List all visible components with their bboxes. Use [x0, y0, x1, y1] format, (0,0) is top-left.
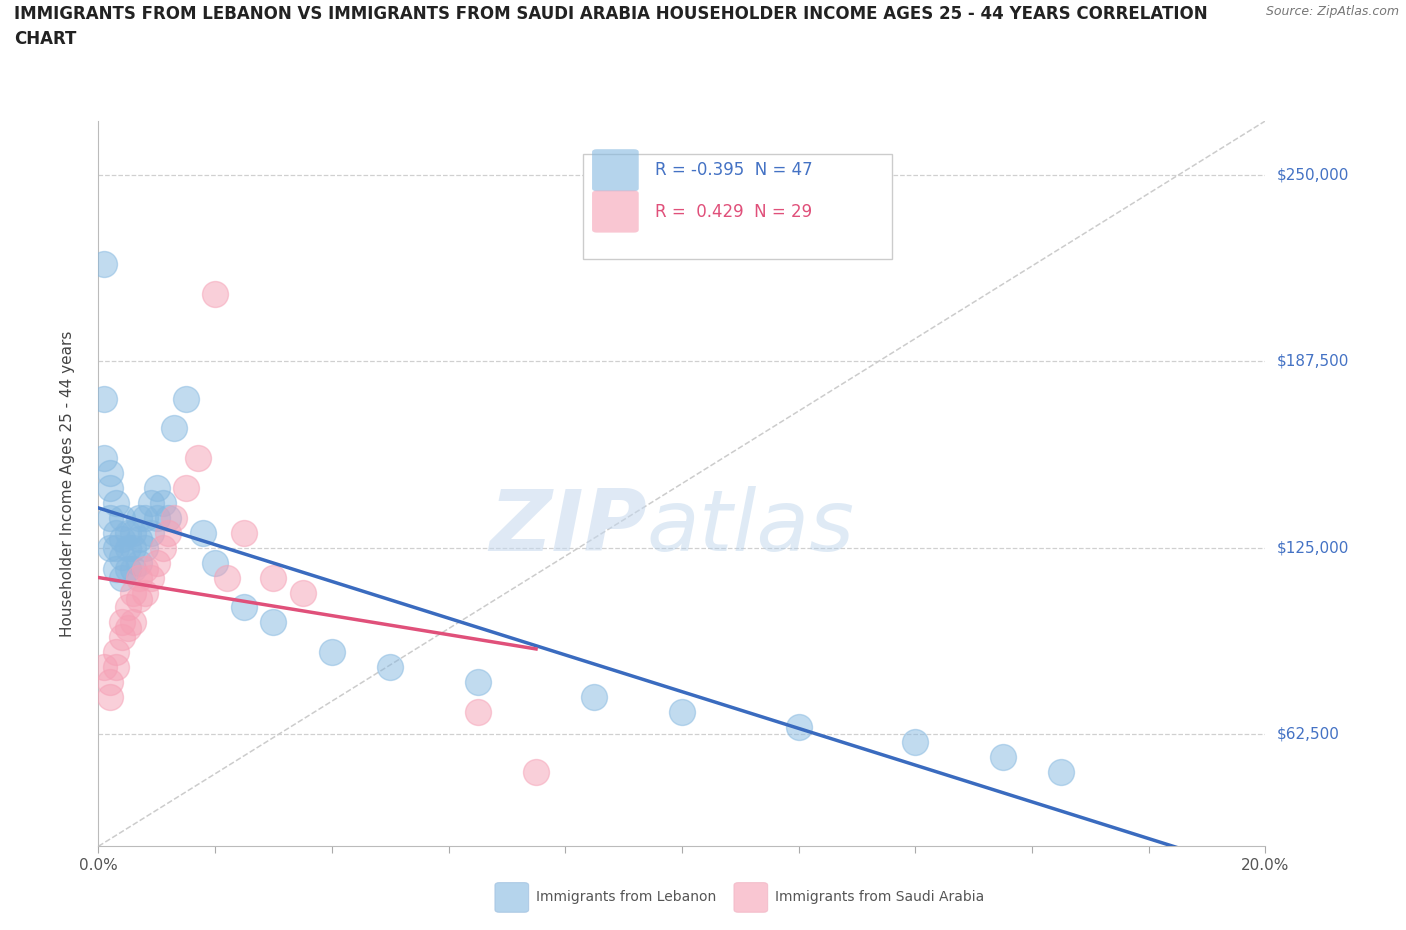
Point [93, 451, 115, 466]
Point [117, 621, 139, 636]
Text: Source: ZipAtlas.com: Source: ZipAtlas.com [1265, 5, 1399, 18]
Point [128, 570, 150, 585]
Text: ZIP: ZIP [489, 485, 647, 568]
Point [111, 550, 134, 565]
Point [128, 511, 150, 525]
Text: $125,000: $125,000 [1277, 540, 1348, 555]
Point [321, 644, 343, 659]
Point [157, 525, 180, 540]
Point [204, 286, 226, 301]
Point [152, 540, 174, 555]
Point [157, 511, 180, 525]
Point [122, 615, 145, 630]
Point [93, 392, 115, 406]
Point [98, 540, 121, 555]
Point [233, 600, 256, 615]
Point [122, 561, 145, 576]
Point [187, 451, 209, 466]
Point [163, 421, 186, 436]
Point [128, 555, 150, 570]
Point [991, 750, 1014, 764]
Point [583, 690, 606, 705]
Point [467, 705, 489, 720]
Point [215, 570, 238, 585]
Point [98, 466, 121, 481]
Point [139, 496, 162, 511]
Point [117, 525, 139, 540]
Text: Immigrants from Lebanon: Immigrants from Lebanon [536, 890, 716, 905]
Point [128, 591, 150, 606]
Point [104, 561, 127, 576]
Point [291, 585, 314, 600]
Point [204, 555, 226, 570]
Point [98, 481, 121, 496]
Text: R = -0.395  N = 47: R = -0.395 N = 47 [655, 161, 813, 179]
Point [139, 525, 162, 540]
FancyBboxPatch shape [592, 191, 638, 232]
Point [98, 690, 121, 705]
Point [787, 720, 810, 735]
Point [104, 525, 127, 540]
Point [467, 674, 489, 689]
Point [111, 615, 134, 630]
Point [122, 525, 145, 540]
Text: Immigrants from Saudi Arabia: Immigrants from Saudi Arabia [775, 890, 984, 905]
Point [134, 561, 156, 576]
Point [524, 764, 547, 779]
Point [117, 540, 139, 555]
Point [93, 257, 115, 272]
Point [146, 481, 169, 496]
Point [174, 481, 197, 496]
Point [111, 531, 134, 546]
Text: R =  0.429  N = 29: R = 0.429 N = 29 [655, 203, 813, 220]
Point [122, 540, 145, 555]
Point [152, 496, 174, 511]
Point [111, 630, 134, 644]
Point [904, 735, 927, 750]
Text: IMMIGRANTS FROM LEBANON VS IMMIGRANTS FROM SAUDI ARABIA HOUSEHOLDER INCOME AGES : IMMIGRANTS FROM LEBANON VS IMMIGRANTS FR… [14, 5, 1208, 22]
FancyBboxPatch shape [582, 153, 891, 259]
Point [378, 659, 402, 674]
Y-axis label: Householder Income Ages 25 - 44 years: Householder Income Ages 25 - 44 years [60, 330, 75, 637]
Text: $187,500: $187,500 [1277, 353, 1348, 368]
Point [104, 644, 127, 659]
FancyBboxPatch shape [592, 149, 638, 192]
Point [262, 615, 284, 630]
Point [134, 540, 156, 555]
Point [98, 674, 121, 689]
Text: atlas: atlas [647, 485, 855, 568]
Point [134, 585, 156, 600]
Point [262, 570, 284, 585]
Point [93, 659, 115, 674]
Point [163, 511, 186, 525]
Point [233, 525, 256, 540]
Point [146, 555, 169, 570]
Point [122, 585, 145, 600]
Text: $62,500: $62,500 [1277, 727, 1340, 742]
Point [111, 511, 134, 525]
Point [174, 392, 197, 406]
Point [139, 570, 162, 585]
Text: $250,000: $250,000 [1277, 167, 1348, 182]
Point [98, 511, 121, 525]
Point [104, 659, 127, 674]
Point [1050, 764, 1073, 779]
Point [117, 600, 139, 615]
Point [117, 561, 139, 576]
Point [671, 705, 693, 720]
Point [104, 496, 127, 511]
Point [134, 511, 156, 525]
Point [146, 511, 169, 525]
Point [128, 531, 150, 546]
Point [193, 525, 215, 540]
Text: CHART: CHART [14, 30, 76, 47]
Point [104, 540, 127, 555]
Point [111, 570, 134, 585]
